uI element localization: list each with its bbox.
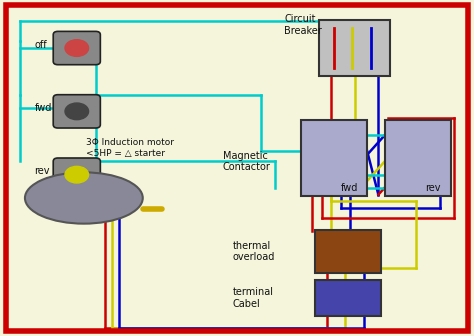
Text: rev: rev <box>426 183 441 193</box>
FancyBboxPatch shape <box>53 95 100 128</box>
Text: fwd: fwd <box>341 183 358 193</box>
Text: rev: rev <box>35 166 50 176</box>
Ellipse shape <box>25 172 143 224</box>
FancyBboxPatch shape <box>301 120 366 196</box>
FancyBboxPatch shape <box>53 158 100 191</box>
Text: off: off <box>35 40 47 50</box>
Circle shape <box>65 40 89 56</box>
FancyBboxPatch shape <box>385 120 451 196</box>
FancyBboxPatch shape <box>53 31 100 65</box>
Text: fwd: fwd <box>35 103 52 113</box>
Text: 3Φ Induction motor
<5HP = △ starter: 3Φ Induction motor <5HP = △ starter <box>86 138 174 158</box>
FancyBboxPatch shape <box>315 229 381 273</box>
Text: terminal
Cabel: terminal Cabel <box>232 287 273 309</box>
Text: Magnetic
Contactor: Magnetic Contactor <box>223 151 271 172</box>
Text: Circuit
Breaker: Circuit Breaker <box>284 14 322 36</box>
Text: thermal
overload: thermal overload <box>232 241 274 262</box>
FancyBboxPatch shape <box>315 280 381 316</box>
Circle shape <box>65 166 89 183</box>
FancyBboxPatch shape <box>319 20 390 76</box>
Circle shape <box>65 103 89 120</box>
